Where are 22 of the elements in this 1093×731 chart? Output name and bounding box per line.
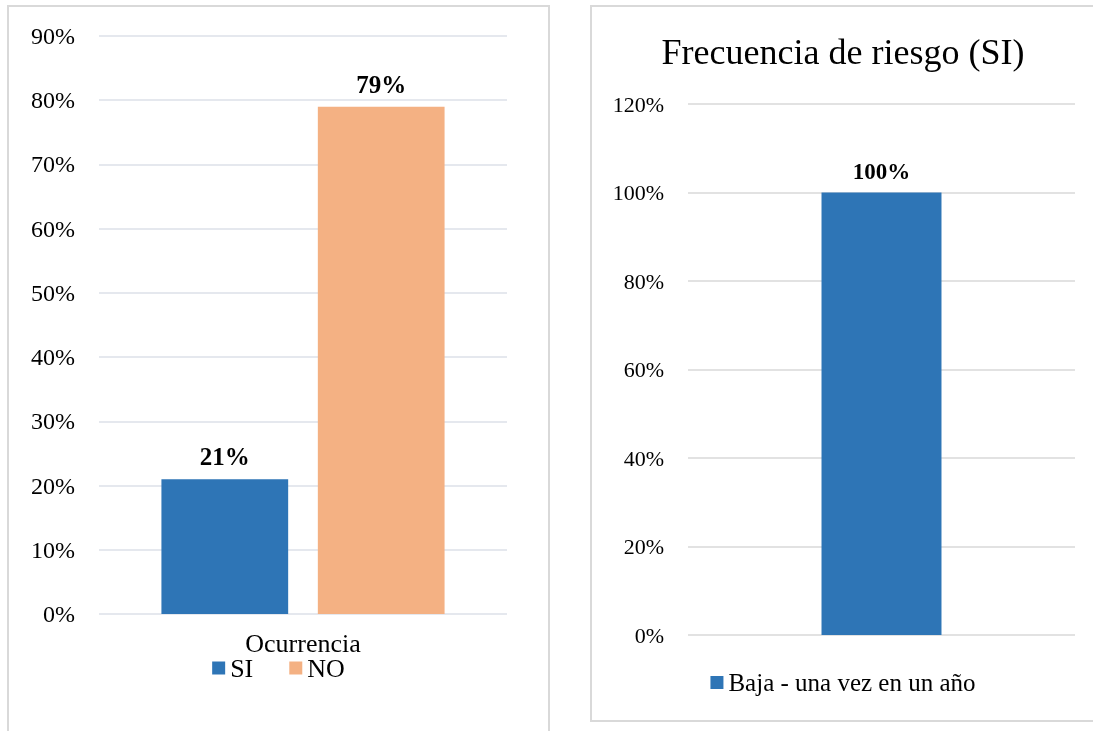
y-tick-label: 70% [31,151,75,178]
y-tick-label: 90% [31,23,75,49]
data-label: 21% [199,443,250,471]
data-label: 100% [852,158,911,184]
y-tick-label: 60% [623,357,664,382]
y-tick-label: 80% [623,268,664,294]
y-tick-label: 10% [31,536,75,563]
chart-title: Frecuencia de riesgo (SI) [661,32,1025,72]
y-tick-label: 60% [31,215,75,242]
y-tick-label: 50% [31,279,75,306]
y-tick-label: 40% [623,445,664,471]
y-tick-label: 0% [43,601,75,627]
y-tick-label: 30% [31,408,75,435]
y-tick-label: 20% [623,534,664,559]
y-tick-label: 20% [31,472,75,499]
y-tick-label: 80% [31,87,75,114]
data-label: 79% [356,70,407,98]
y-tick-label: 120% [612,91,664,117]
y-tick-label: 0% [634,622,664,648]
legend-label: Baja - una vez en un año [728,669,976,696]
y-tick-label: 100% [612,180,664,205]
y-tick-label: 40% [31,344,75,371]
